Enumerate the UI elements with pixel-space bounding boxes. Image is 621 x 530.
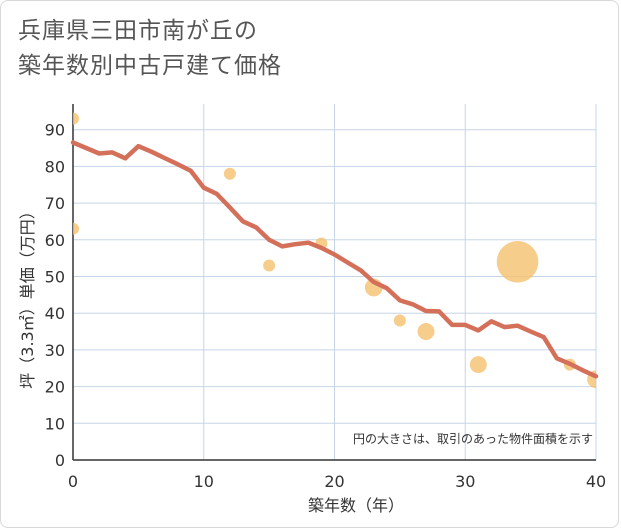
chart-title: 兵庫県三田市南が丘の 築年数別中古戸建て価格 (18, 14, 282, 84)
size-annotation: 円の大きさは、取引のあった物件面積を示す (353, 431, 593, 446)
x-axis-label: 築年数（年） (308, 496, 404, 515)
y-tick-label: 10 (45, 414, 65, 433)
y-tick-label: 20 (45, 378, 65, 397)
bubble-point (496, 241, 539, 283)
y-tick-label: 70 (45, 194, 65, 213)
y-tick-label: 30 (45, 341, 65, 360)
x-tick-label: 20 (324, 472, 344, 491)
grid (72, 104, 597, 461)
bubble-point (73, 222, 79, 235)
y-tick-label: 90 (45, 121, 65, 140)
y-tick-label: 0 (55, 451, 65, 470)
bubble-layer (73, 112, 596, 389)
tick-labels: 0 10 20 30 40 50 60 70 80 90 0 10 20 30 40 (45, 121, 607, 491)
bubble-point (417, 323, 435, 341)
trend-line (70, 140, 599, 379)
x-tick-label: 10 (194, 472, 214, 491)
bubble-point (393, 314, 406, 327)
trend-line-layer (70, 140, 599, 379)
bubbles (73, 112, 596, 389)
chart-title-line1: 兵庫県三田市南が丘の (18, 18, 258, 44)
bubble-point (223, 167, 236, 180)
bubble-point (263, 259, 276, 272)
y-tick-label: 80 (45, 157, 65, 176)
bubble-point (73, 112, 79, 125)
chart-title-line2: 築年数別中古戸建て価格 (18, 53, 282, 79)
y-axis-label: 坪（3.3㎡）単価（万円） (18, 203, 37, 388)
y-tick-label: 60 (45, 231, 65, 250)
x-tick-label: 30 (455, 472, 475, 491)
x-tick-label: 40 (586, 472, 606, 491)
y-tick-label: 40 (45, 304, 65, 323)
y-tick-label: 50 (45, 267, 65, 286)
x-tick-label: 0 (68, 472, 78, 491)
bubble-point (469, 356, 487, 374)
